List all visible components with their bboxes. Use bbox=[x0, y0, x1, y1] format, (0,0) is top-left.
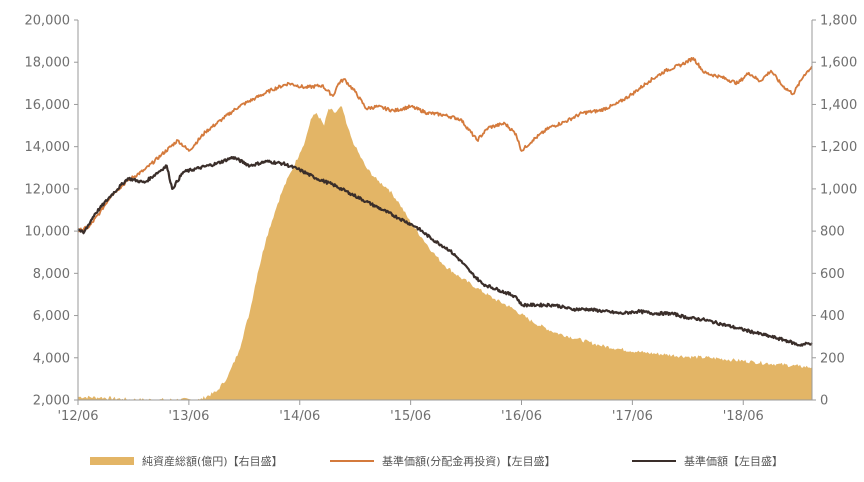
left-tick-label: 14,000 bbox=[25, 140, 71, 155]
right-tick-label: 800 bbox=[820, 225, 845, 240]
legend-label: 純資産総額(億円)【右目盛】 bbox=[142, 454, 283, 468]
right-tick-label: 1,200 bbox=[820, 140, 857, 155]
right-tick-label: 1,000 bbox=[820, 182, 857, 197]
left-tick-label: 12,000 bbox=[25, 182, 71, 197]
x-tick-label: '18/06 bbox=[723, 409, 764, 424]
legend-label: 基準価額【左目盛】 bbox=[684, 454, 783, 468]
left-tick-label: 6,000 bbox=[33, 309, 70, 324]
x-tick-label: '12/06 bbox=[57, 409, 98, 424]
x-tick-label: '16/06 bbox=[501, 409, 542, 424]
x-tick-label: '14/06 bbox=[279, 409, 320, 424]
right-tick-label: 600 bbox=[820, 267, 845, 282]
left-tick-label: 2,000 bbox=[33, 394, 70, 409]
left-tick-label: 8,000 bbox=[33, 267, 70, 282]
legend: 純資産総額(億円)【右目盛】 基準価額(分配金再投資)【左目盛】 基準価額【左目盛】 bbox=[90, 454, 783, 468]
right-tick-label: 1,400 bbox=[820, 98, 857, 113]
area-layer bbox=[78, 106, 812, 400]
right-tick-label: 0 bbox=[820, 394, 828, 409]
left-tick-label: 20,000 bbox=[25, 14, 71, 29]
left-tick-label: 16,000 bbox=[25, 98, 71, 113]
series-line-nav-reinvested bbox=[77, 57, 813, 233]
right-tick-label: 1,800 bbox=[820, 14, 857, 29]
left-tick-label: 18,000 bbox=[25, 56, 71, 71]
right-tick-label: 400 bbox=[820, 309, 845, 324]
legend-swatch-area bbox=[90, 457, 134, 465]
left-tick-label: 10,000 bbox=[25, 225, 71, 240]
legend-label: 基準価額(分配金再投資)【左目盛】 bbox=[382, 454, 556, 468]
right-tick-label: 1,600 bbox=[820, 56, 857, 71]
series-line-nav bbox=[77, 156, 813, 347]
x-tick-label: '13/06 bbox=[168, 409, 209, 424]
x-tick-label: '17/06 bbox=[612, 409, 653, 424]
line-layer bbox=[77, 57, 813, 347]
axes-layer: 2,000 4,000 6,000 8,000 10,000 12,000 14,000 16… bbox=[25, 14, 858, 425]
left-tick-label: 4,000 bbox=[33, 351, 70, 366]
series-area-net-assets bbox=[78, 106, 812, 400]
x-tick-label: '15/06 bbox=[390, 409, 431, 424]
right-tick-label: 200 bbox=[820, 351, 845, 366]
